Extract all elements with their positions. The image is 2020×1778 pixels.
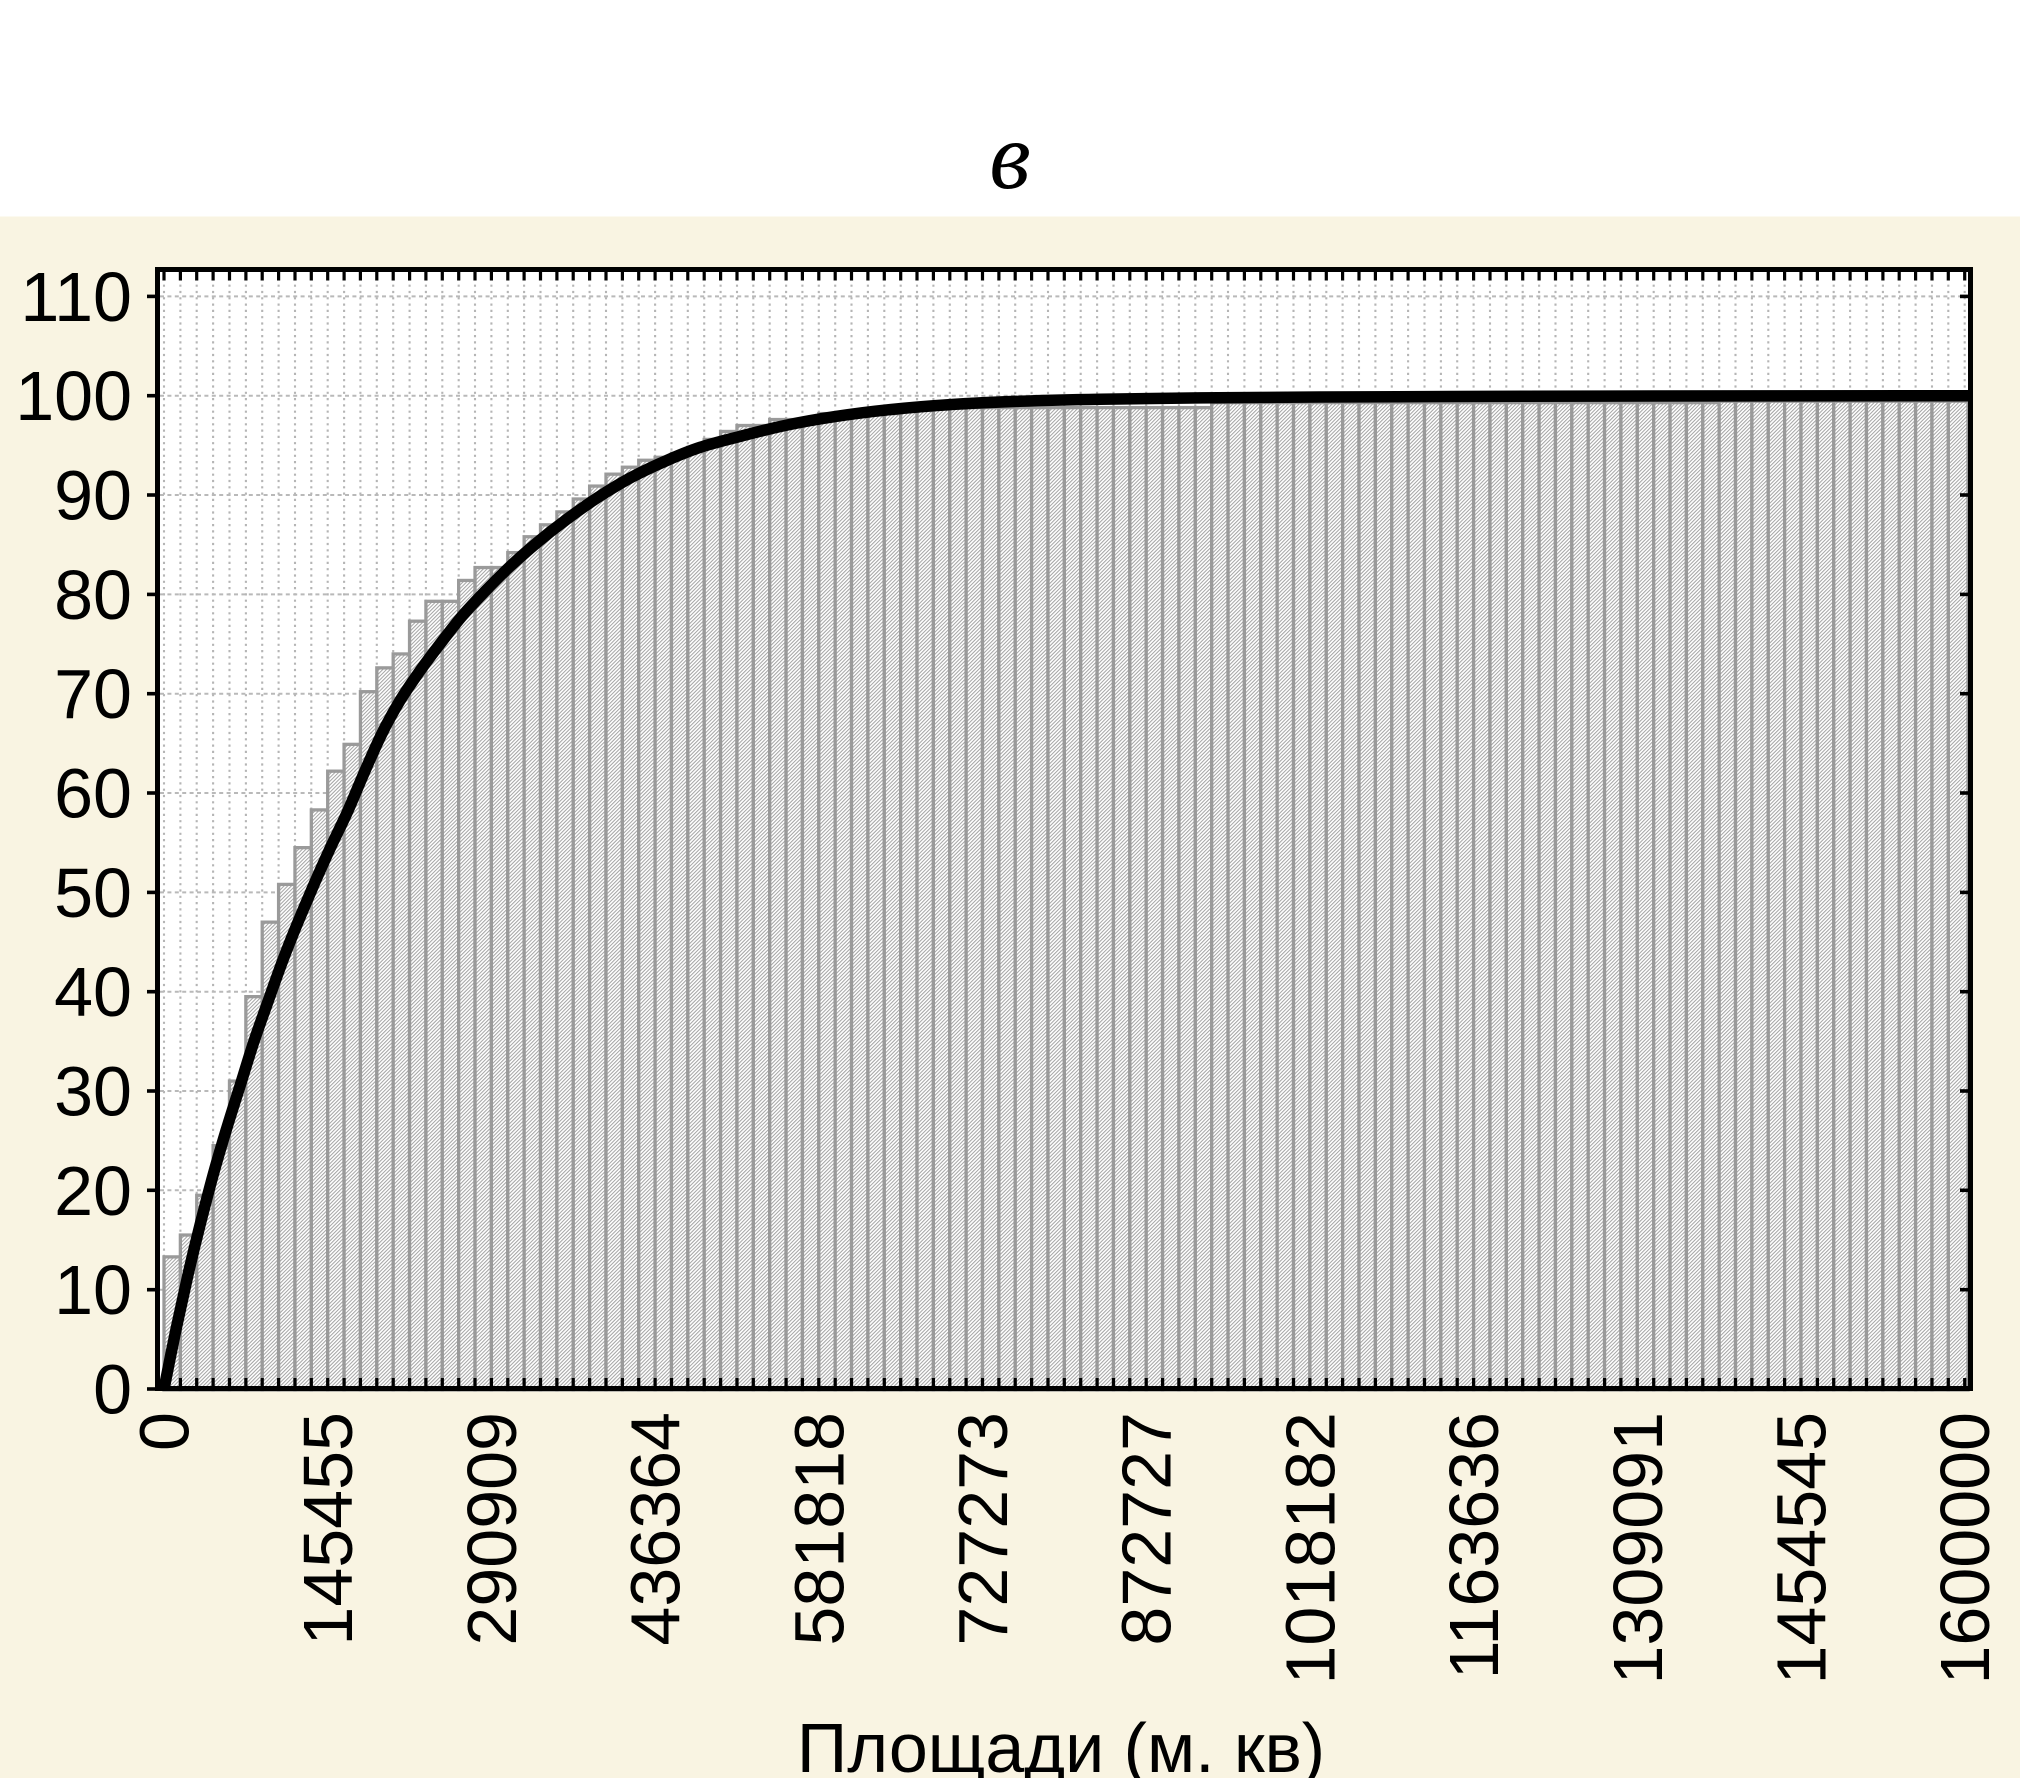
svg-text:100: 100 xyxy=(15,357,132,435)
svg-text:290909: 290909 xyxy=(453,1412,531,1646)
svg-text:1018182: 1018182 xyxy=(1271,1412,1349,1685)
svg-text:1600000: 1600000 xyxy=(1926,1412,2004,1685)
svg-text:1309091: 1309091 xyxy=(1599,1412,1677,1685)
svg-text:20: 20 xyxy=(54,1152,132,1230)
svg-text:581818: 581818 xyxy=(780,1412,858,1646)
svg-text:1163636: 1163636 xyxy=(1435,1412,1513,1679)
svg-text:872727: 872727 xyxy=(1108,1412,1186,1646)
svg-text:70: 70 xyxy=(54,655,132,733)
svg-text:436364: 436364 xyxy=(617,1412,695,1646)
svg-text:40: 40 xyxy=(54,953,132,1031)
svg-text:1454545: 1454545 xyxy=(1763,1412,1841,1685)
svg-text:10: 10 xyxy=(54,1251,132,1329)
svg-text:50: 50 xyxy=(54,854,132,932)
svg-text:727273: 727273 xyxy=(944,1412,1022,1646)
svg-text:60: 60 xyxy=(54,755,132,833)
svg-text:30: 30 xyxy=(54,1053,132,1131)
svg-text:145455: 145455 xyxy=(289,1412,367,1646)
svg-text:0: 0 xyxy=(93,1351,132,1429)
svg-text:0: 0 xyxy=(126,1412,204,1451)
svg-text:Площади (м. кв): Площади (м. кв) xyxy=(797,1709,1325,1778)
svg-text:110: 110 xyxy=(20,258,132,336)
svg-text:90: 90 xyxy=(54,457,132,535)
svg-text:80: 80 xyxy=(54,556,132,634)
